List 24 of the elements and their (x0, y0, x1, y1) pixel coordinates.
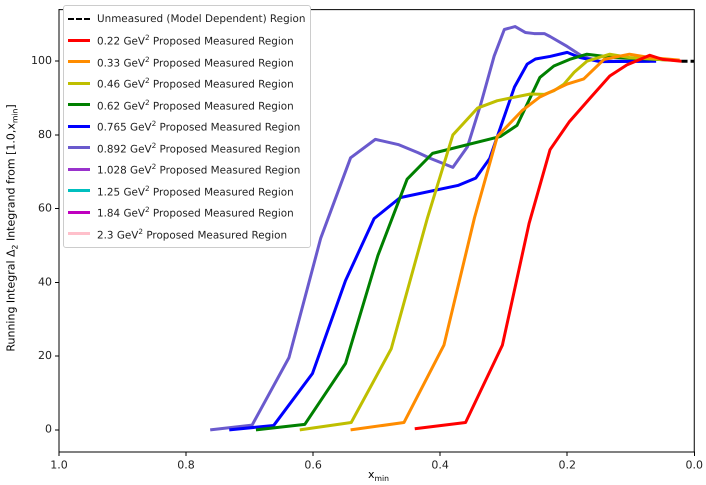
x-tick-label: 0.4 (431, 458, 449, 472)
legend-label: 0.765 GeV$^{2}$ Proposed Measured Region (97, 119, 300, 134)
x-axis-title: x$_{min}$ (368, 468, 389, 484)
x-tick-label: 0.2 (558, 458, 576, 472)
legend-label: Unmeasured (Model Dependent) Region (97, 12, 306, 25)
y-tick-label: 20 (38, 349, 52, 362)
legend-label: 1.028 GeV$^{2}$ Proposed Measured Region (97, 162, 300, 176)
x-tick-label: 0.6 (304, 458, 322, 472)
x-tick-label: 0.8 (177, 458, 195, 472)
y-tick-label: 80 (38, 128, 52, 141)
legend-label: 0.892 GeV$^{2}$ Proposed Measured Region (97, 140, 300, 155)
x-tick-label: 1.0 (50, 458, 68, 472)
y-tick-label: 0 (45, 422, 52, 436)
legend-label: 0.22 GeV$^{2}$ Proposed Measured Region (97, 33, 294, 48)
legend-label: 1.25 GeV$^{2}$ Proposed Measured Region (97, 184, 294, 198)
x-tick-label: 0.0 (686, 458, 704, 472)
y-tick-label: 100 (31, 54, 52, 68)
legend-label: 1.84 GeV$^{2}$ Proposed Measured Region (97, 205, 294, 220)
legend-label: 0.33 GeV$^{2}$ Proposed Measured Region (97, 54, 294, 69)
legend-label: 0.62 GeV$^{2}$ Proposed Measured Region (97, 98, 294, 112)
y-tick-label: 40 (38, 275, 52, 288)
legend-label: 2.3 GeV$^{2}$ Proposed Measured Region (97, 226, 288, 241)
legend-label: 0.46 GeV$^{2}$ Proposed Measured Region (97, 76, 294, 90)
y-tick-label: 60 (38, 202, 52, 215)
